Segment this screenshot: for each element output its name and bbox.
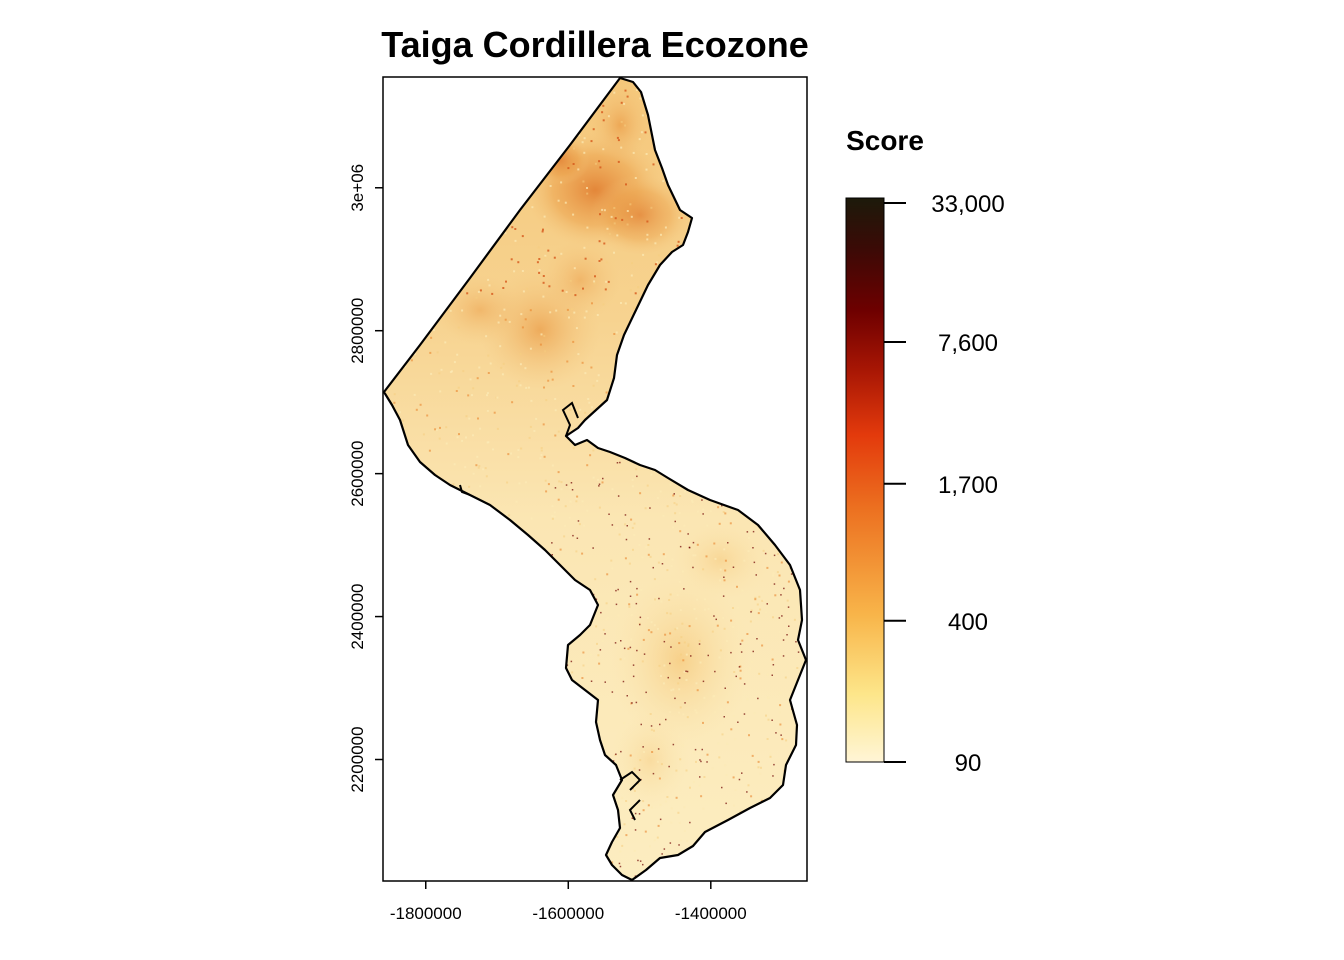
inlet-line [628, 799, 641, 821]
x-tick-label: -1400000 [675, 904, 747, 923]
x-tick-label: -1800000 [390, 904, 462, 923]
legend-tick-label: 1,700 [938, 472, 998, 499]
inlet-line [619, 770, 642, 791]
y-tick-label: 3e+06 [348, 164, 367, 212]
legend: Score 90 400 1,700 7,600 33,000 [845, 125, 1005, 777]
legend-tick-label: 90 [955, 750, 982, 777]
inlet-line [561, 401, 579, 437]
chart-title: Taiga Cordillera Ecozone [381, 24, 808, 65]
x-tick-label: -1600000 [532, 904, 604, 923]
y-tick-label: 2400000 [348, 583, 367, 649]
inlet-line [459, 484, 471, 496]
legend-tick-label: 33,000 [931, 191, 1004, 218]
legend-tick-label: 400 [948, 609, 988, 636]
y-axis: 2200000 2400000 2600000 2800000 3e+06 [348, 164, 383, 793]
plot-area: -1800000 -1600000 -1400000 220000024000002… [348, 76, 808, 923]
legend-tick-label: 7,600 [938, 330, 998, 357]
x-axis: -1800000 -1600000 -1400000 [390, 881, 747, 923]
legend-colorbar [845, 197, 885, 763]
ecozone-boundary [383, 77, 807, 881]
legend-ticks: 90 400 1,700 7,600 33,000 [884, 191, 1005, 777]
y-tick-label: 2800000 [348, 298, 367, 364]
y-tick-label: 2200000 [348, 726, 367, 792]
legend-title: Score [846, 125, 924, 156]
y-tick-label: 2600000 [348, 441, 367, 507]
plot-frame [382, 76, 808, 882]
